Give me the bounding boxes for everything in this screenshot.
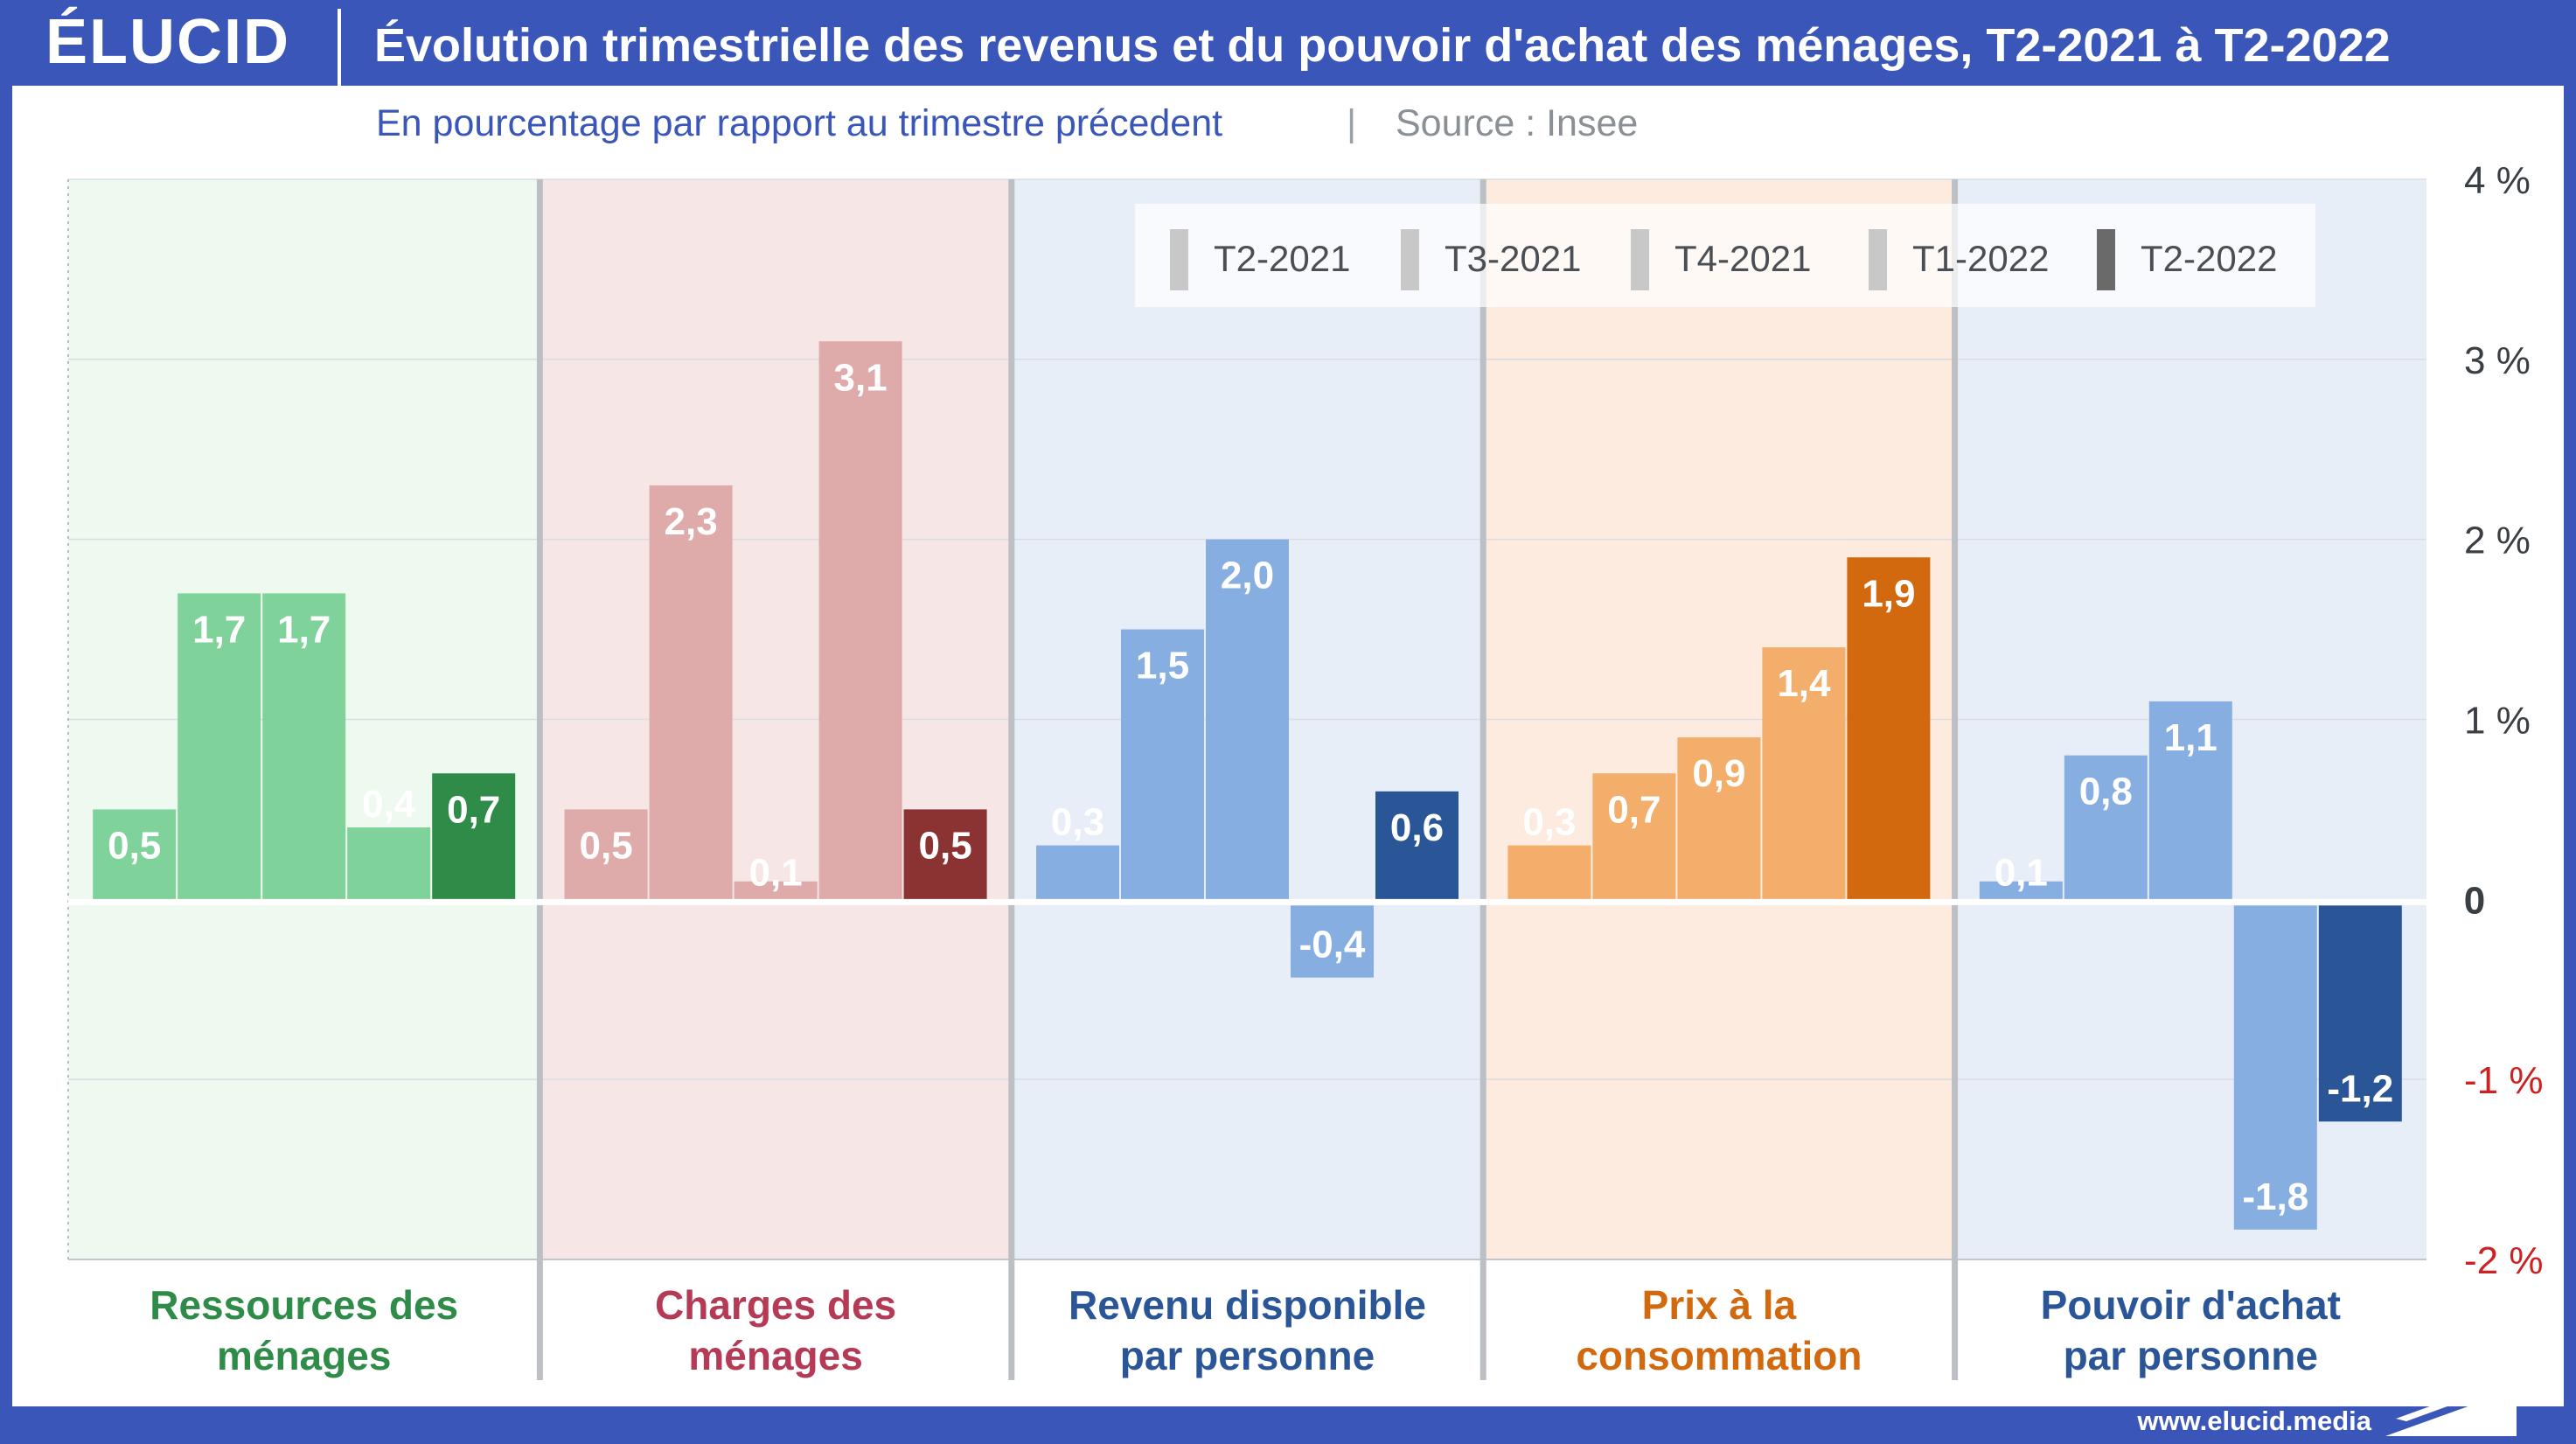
data-label: 1,7	[277, 608, 331, 651]
data-label: 1,9	[1862, 572, 1915, 615]
data-label: 0,7	[447, 788, 500, 831]
legend-swatch	[1170, 229, 1188, 290]
bar-revenu-T1-2022	[1291, 905, 1374, 978]
category-label: Pouvoir d'achat	[2041, 1282, 2341, 1328]
legend-box	[1135, 204, 2315, 307]
legend: T2-2021 T3-2021 T4-2021 T1-2022 T2-2022	[1135, 204, 2315, 307]
footer: www.elucid.media	[2136, 1378, 2517, 1436]
legend-label: T4-2021	[1674, 238, 1811, 279]
y-tick-label: -1 %	[2464, 1059, 2543, 1102]
data-label: 2,0	[1221, 555, 1274, 597]
bar-charges-T3-2021	[649, 485, 733, 900]
y-tick-label: 0	[2464, 879, 2485, 922]
data-label: 0,6	[1390, 806, 1444, 849]
category-label: Revenu disponible	[1069, 1282, 1426, 1328]
bar-prix-T3-2021	[1592, 773, 1676, 900]
chart-source: Source : Insee	[1396, 102, 1638, 144]
header: ÉLUCID Évolution trimestrielle des reven…	[45, 7, 2391, 86]
y-tick-label: 1 %	[2464, 700, 2531, 743]
bar-ressources-T1-2022	[347, 827, 431, 900]
footer-logo-accent-icon	[2396, 1378, 2510, 1421]
legend-label: T1-2022	[1912, 238, 2049, 279]
bar-prix-T2-2021	[1507, 845, 1591, 900]
bar-pouvoir-T4-2021	[2148, 701, 2232, 900]
bar-prix-T1-2022	[1762, 647, 1846, 900]
subtitle-separator: |	[1347, 102, 1356, 144]
bar-prix-T2-2022	[1847, 557, 1931, 900]
bar-revenu-T3-2021	[1121, 629, 1204, 900]
category-label: consommation	[1576, 1333, 1862, 1378]
y-tick-label: 2 %	[2464, 520, 2531, 562]
y-tick-label: 4 %	[2464, 159, 2531, 202]
chart-subtitle: En pourcentage par rapport au trimestre …	[376, 102, 1222, 144]
brand-logo: ÉLUCID	[45, 7, 290, 77]
chart-title: Évolution trimestrielle des revenus et d…	[374, 19, 2391, 72]
data-label: 0,1	[749, 851, 803, 894]
data-label: -1,8	[2242, 1175, 2308, 1218]
bar-charges-T1-2022	[818, 341, 902, 900]
category-label: Ressources des	[150, 1282, 458, 1328]
plot-area: 0,5 1,7 1,7 0,4 0,7 Ressources des ménages 0,5 2…	[67, 159, 2543, 1380]
footer-logo-icon	[2385, 1389, 2517, 1436]
bar-pouvoir-T2-2022	[2318, 905, 2402, 1122]
legend-label: T2-2021	[1214, 238, 1350, 279]
data-label: 0,1	[1995, 851, 2048, 894]
data-label: 2,3	[665, 500, 718, 543]
data-label: 0,5	[108, 824, 161, 867]
data-label: 3,1	[834, 356, 888, 399]
data-label: 1,1	[2164, 716, 2217, 759]
bar-ressources-T2-2021	[93, 809, 177, 900]
bar-ressources-T2-2022	[432, 773, 516, 900]
y-tick-label: -2 %	[2464, 1239, 2543, 1282]
bar-prix-T4-2021	[1677, 737, 1761, 900]
legend-swatch	[1869, 229, 1887, 290]
data-label: 0,8	[2079, 771, 2133, 813]
bar-charges-T2-2021	[564, 809, 648, 900]
bar-pouvoir-T3-2021	[2064, 755, 2148, 900]
data-label: 0,3	[1522, 801, 1576, 844]
data-label: 0,5	[919, 824, 972, 867]
data-label: 0,7	[1607, 788, 1660, 831]
category-label: ménages	[217, 1333, 391, 1378]
category-label: ménages	[688, 1333, 862, 1378]
category-label: Prix à la	[1642, 1282, 1797, 1328]
y-tick-label: 3 %	[2464, 339, 2531, 382]
data-label: -0,4	[1299, 924, 1366, 966]
category-label: par personne	[2064, 1333, 2318, 1378]
bar-revenu-T4-2021	[1206, 539, 1289, 900]
bar-revenu-T2-2022	[1375, 791, 1459, 900]
data-label: 0,4	[362, 783, 416, 826]
subtitle-row: En pourcentage par rapport au trimestre …	[376, 102, 1638, 144]
bar-pouvoir-T1-2022	[2233, 905, 2317, 1230]
legend-swatch	[1401, 229, 1419, 290]
legend-swatch	[2097, 229, 2115, 290]
data-label: 1,5	[1136, 645, 1189, 687]
bar-pouvoir-T2-2021	[1979, 881, 2063, 900]
category-label: par personne	[1120, 1333, 1375, 1378]
bar-ressources-T3-2021	[178, 593, 261, 900]
legend-swatch	[1631, 229, 1649, 290]
data-label: 1,7	[192, 608, 246, 651]
data-label: 0,9	[1692, 752, 1745, 795]
data-label: 1,4	[1777, 662, 1831, 705]
bar-charges-T2-2022	[903, 809, 987, 900]
legend-label: T2-2022	[2141, 238, 2277, 279]
bar-charges-T4-2021	[734, 881, 818, 900]
legend-label: T3-2021	[1445, 238, 1581, 279]
data-label: 0,5	[580, 824, 633, 867]
bar-revenu-T2-2021	[1036, 845, 1119, 900]
data-label: 0,3	[1051, 801, 1104, 844]
bar-ressources-T4-2021	[262, 593, 346, 900]
footer-url: www.elucid.media	[2136, 1406, 2371, 1436]
category-label: Charges des	[655, 1282, 896, 1328]
data-label: -1,2	[2327, 1067, 2393, 1110]
header-divider	[338, 9, 341, 86]
